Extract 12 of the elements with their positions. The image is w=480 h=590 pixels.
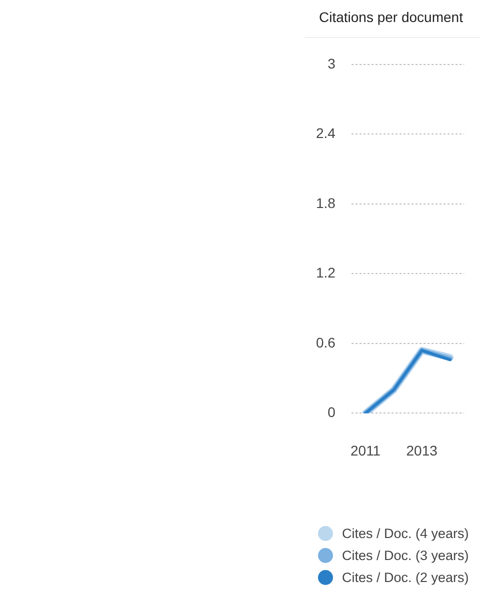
x-tick-label: 2013 [406,442,438,458]
legend-label: Cites / Doc. (4 years) [342,526,469,540]
legend-label: Cites / Doc. (2 years) [342,570,469,584]
y-tick-label: 1.2 [316,264,336,281]
y-tick-label: 0.6 [316,334,336,350]
y-tick-label: 1.8 [316,194,336,211]
y-tick-label: 2.4 [316,125,336,142]
legend-label: Cites / Doc. (3 years) [342,548,469,562]
x-tick-label: 2011 [350,442,381,458]
y-tick-label: 0 [328,404,336,420]
chart-title: Citations per document [319,9,463,25]
y-tick-label: 3 [328,55,336,72]
